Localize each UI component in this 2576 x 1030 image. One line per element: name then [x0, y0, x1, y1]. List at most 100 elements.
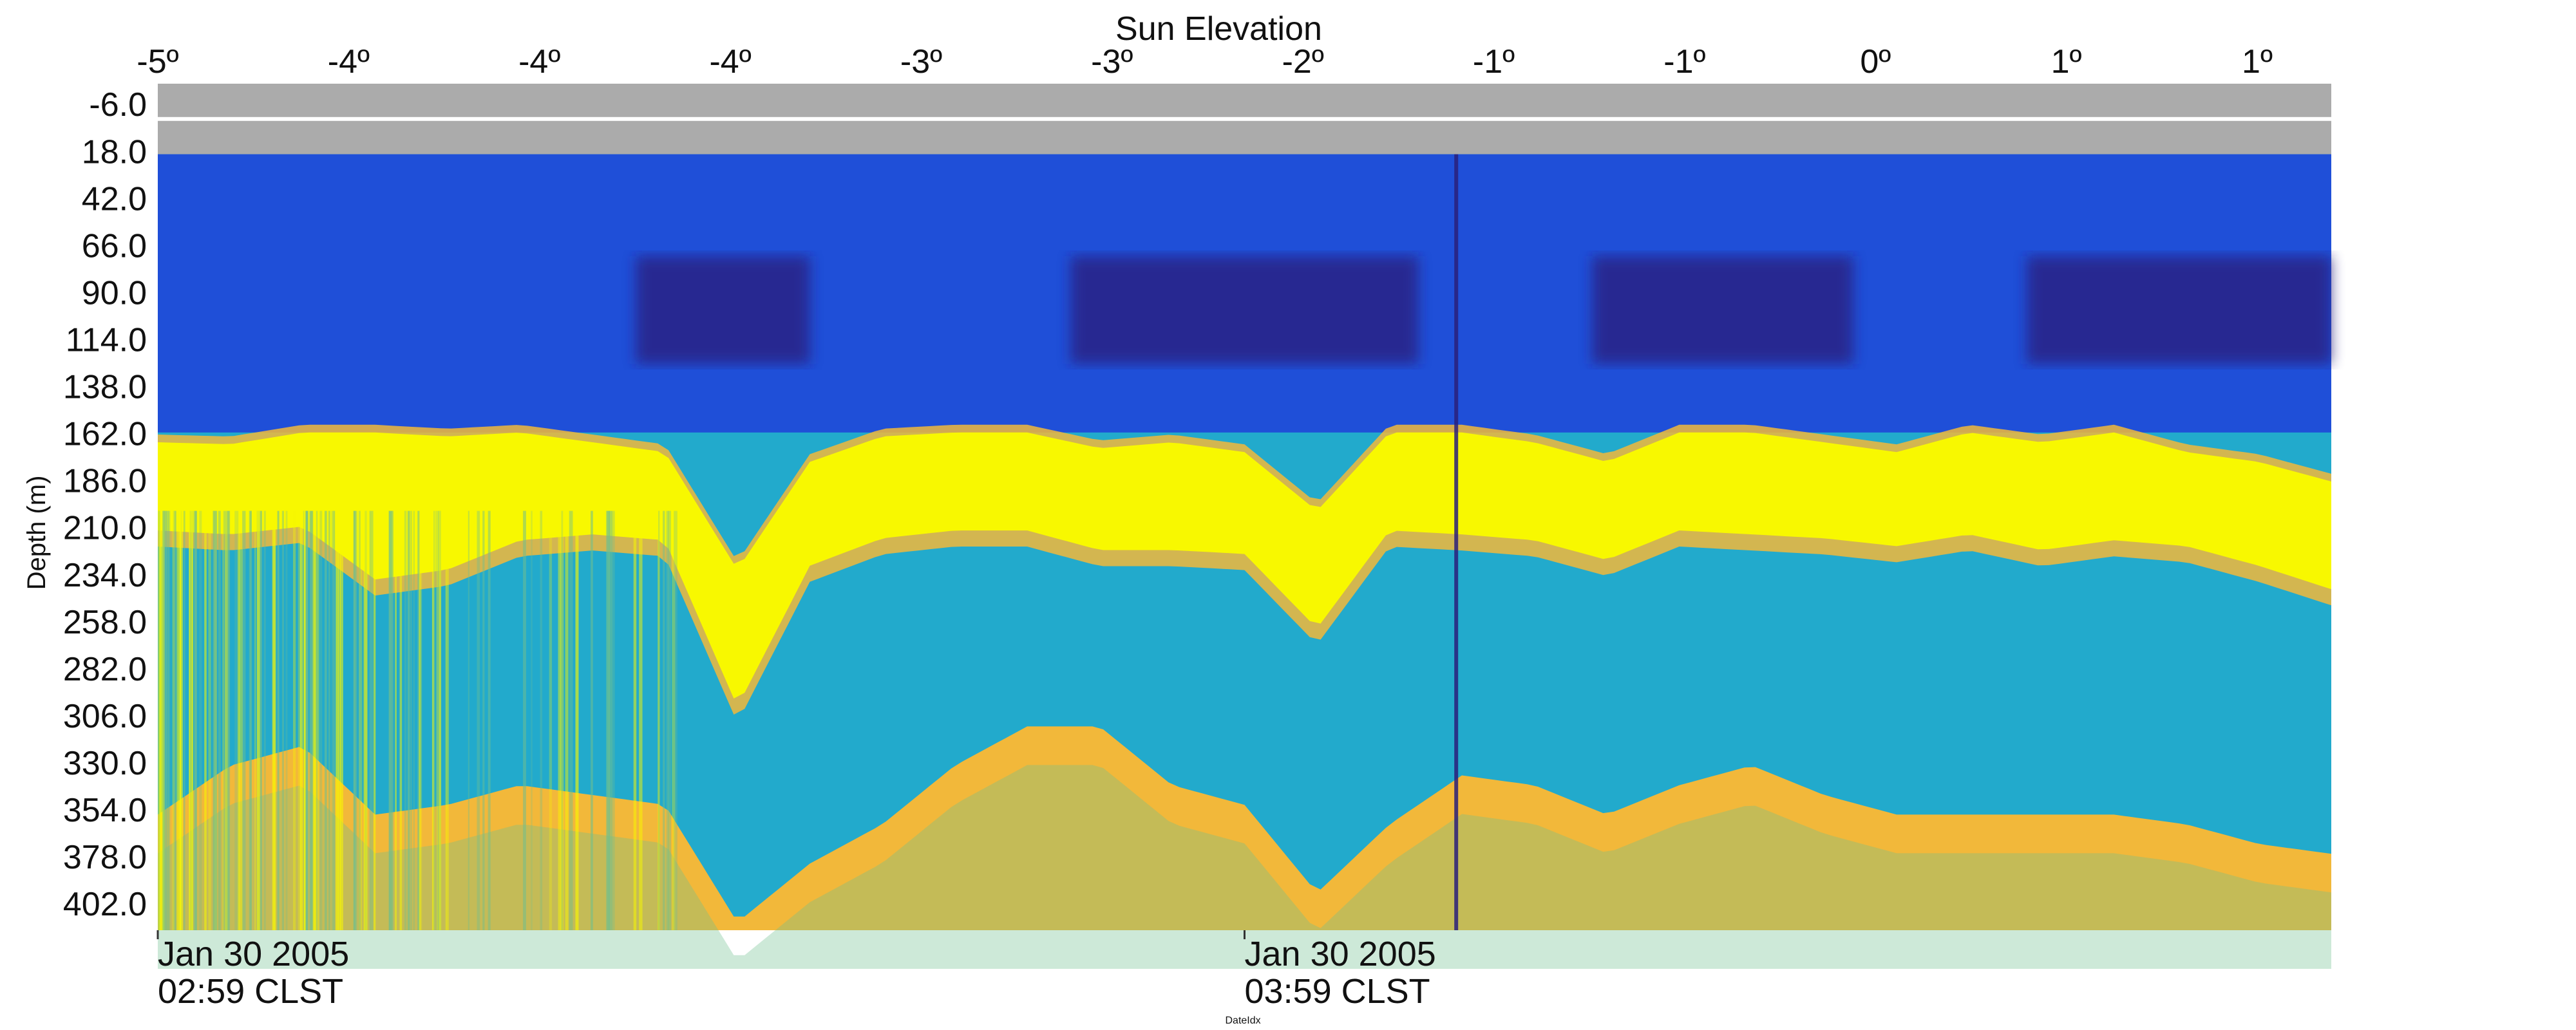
- ping-streak: [560, 510, 564, 930]
- surface-dark-patch: [636, 256, 810, 364]
- depth-tick-label: 282.0: [63, 651, 147, 688]
- ping-streak: [208, 510, 211, 930]
- ping-streak: [445, 510, 448, 930]
- sun-elevation-tick: -5º: [137, 43, 178, 80]
- ping-streak: [183, 510, 185, 930]
- depth-axis-title: Depth (m): [23, 476, 51, 590]
- ping-streak: [204, 510, 207, 930]
- echogram-plot-area: [158, 84, 2331, 969]
- depth-tick-label: 138.0: [63, 369, 147, 406]
- ping-streak: [417, 510, 420, 930]
- time-axis-title: DateIdx: [1226, 1015, 1261, 1026]
- ping-streak: [482, 510, 485, 930]
- ping-streak: [328, 510, 330, 930]
- ping-streak: [281, 510, 284, 930]
- sun-elevation-tick: -3º: [900, 43, 942, 80]
- ping-streak: [189, 510, 193, 930]
- ping-streak: [174, 510, 176, 930]
- ping-streak: [609, 510, 612, 930]
- ping-streak: [407, 510, 410, 930]
- ping-streak: [312, 510, 316, 930]
- ping-streak: [439, 510, 442, 930]
- ping-streak: [178, 510, 182, 930]
- ping-streak: [358, 510, 361, 930]
- depth-tick-label: 18.0: [82, 133, 147, 171]
- depth-tick-label: 162.0: [63, 416, 147, 453]
- ping-streak: [163, 510, 166, 930]
- sun-elevation-tick: -1º: [1473, 43, 1515, 80]
- ping-streaks: [158, 510, 677, 930]
- ping-streak: [410, 510, 412, 930]
- ping-streak: [158, 510, 160, 930]
- ping-streak: [249, 510, 252, 930]
- ping-streak: [395, 510, 397, 930]
- ping-streak: [316, 510, 318, 930]
- ping-streak: [338, 510, 341, 930]
- time-tick-date: Jan 30 2005: [1245, 935, 1436, 973]
- ping-streak: [303, 510, 306, 930]
- ping-streak: [633, 510, 637, 930]
- ping-streak: [162, 510, 165, 930]
- ping-streak: [531, 510, 533, 930]
- ping-streak: [254, 510, 256, 930]
- sun-elevation-tick: -4º: [709, 43, 751, 80]
- ping-streak: [319, 510, 323, 930]
- ping-streak: [369, 510, 371, 930]
- ping-streak: [658, 510, 660, 930]
- ping-streak: [431, 510, 435, 930]
- ping-streak: [222, 510, 225, 930]
- ping-streak: [164, 510, 167, 930]
- ping-streak: [242, 510, 246, 930]
- depth-tick-label: 90.0: [82, 275, 147, 312]
- ping-streak: [663, 510, 665, 930]
- ping-streak: [250, 510, 252, 930]
- ping-streak: [237, 510, 240, 930]
- ping-streak: [179, 510, 181, 930]
- ping-streak: [404, 510, 407, 930]
- depth-tick-label: 378.0: [63, 839, 147, 876]
- sun-elevation-tick: -4º: [518, 43, 560, 80]
- ping-streak: [674, 510, 677, 930]
- ping-streak: [225, 510, 229, 930]
- ping-streak: [273, 510, 275, 930]
- deep-scattering-layer: [158, 726, 2331, 930]
- ping-streak: [561, 510, 564, 930]
- surface-dark-patch: [2027, 256, 2331, 364]
- sun-elevation-tick: -2º: [1282, 43, 1324, 80]
- ping-streak: [158, 510, 160, 930]
- ping-streak: [359, 510, 363, 930]
- ping-streak: [389, 510, 392, 930]
- ping-streak: [298, 510, 301, 930]
- ping-streak: [166, 510, 167, 930]
- time-tick-time: 02:59 CLST: [158, 972, 343, 1011]
- surface-dark-patch: [1592, 256, 1853, 364]
- ping-streak: [523, 510, 526, 930]
- ping-streak: [436, 510, 439, 930]
- ping-streak: [173, 510, 176, 930]
- depth-tick-label: 258.0: [63, 604, 147, 641]
- ping-streak: [263, 510, 266, 930]
- ping-streak: [331, 510, 334, 930]
- ping-streak: [317, 510, 319, 930]
- ping-streak: [336, 510, 339, 930]
- ping-streak: [672, 510, 676, 930]
- ping-streak: [668, 510, 671, 930]
- ping-streak: [666, 510, 669, 930]
- ping-streak: [488, 510, 491, 930]
- ping-streak: [388, 510, 392, 930]
- ping-streak: [477, 510, 480, 930]
- ping-streak: [304, 510, 306, 930]
- ping-streak: [161, 510, 165, 930]
- ping-streak: [227, 510, 231, 930]
- ping-streak: [189, 510, 194, 930]
- ping-streak: [612, 510, 615, 930]
- ping-streak: [468, 510, 469, 930]
- ping-streak: [339, 510, 343, 930]
- ping-streak: [260, 510, 262, 930]
- ping-streak: [433, 510, 435, 930]
- ping-streak: [591, 510, 593, 930]
- sun-elevation-axis: Sun Elevation -5º -4º -4º -4º -3º -3º -2º -1º -1º…: [137, 10, 2273, 80]
- depth-tick-label: 330.0: [63, 745, 147, 782]
- ping-streak: [305, 510, 308, 930]
